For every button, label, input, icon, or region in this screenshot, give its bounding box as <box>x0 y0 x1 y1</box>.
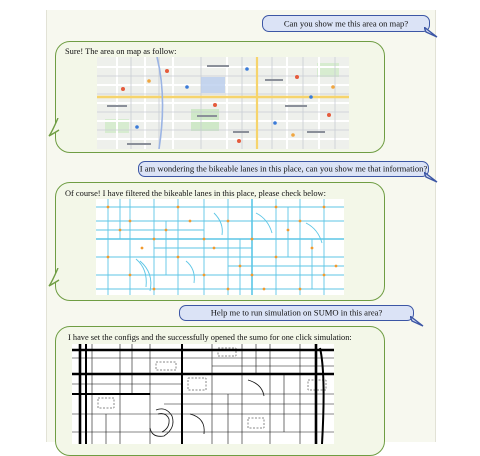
street-map-image <box>97 57 349 149</box>
user-message-1-text: Can you show me this area on map? <box>283 18 409 29</box>
user-message-2: I am wondering the bikeable lanes in thi… <box>138 161 429 177</box>
bike-lane-map-image <box>96 199 344 295</box>
assistant-message-1-text: Sure! The area on map as follow: <box>65 47 177 56</box>
sumo-network-image <box>72 344 334 444</box>
user-message-3-text: Help me to run simulation on SUMO in thi… <box>210 307 383 318</box>
user-message-3: Help me to run simulation on SUMO in thi… <box>179 305 414 321</box>
user-message-3-tail <box>410 316 424 327</box>
assistant-message-1-tail <box>48 118 60 137</box>
assistant-message-2-tail <box>48 268 60 287</box>
assistant-message-3-text: I have set the configs and the successfu… <box>68 333 352 342</box>
user-message-2-tail <box>424 172 438 183</box>
assistant-message-2-text: Of course! I have filtered the bikeable … <box>65 189 326 198</box>
user-message-1-tail <box>424 27 438 38</box>
user-message-2-text: I am wondering the bikeable lanes in thi… <box>139 163 428 174</box>
user-message-1: Can you show me this area on map? <box>262 15 430 32</box>
